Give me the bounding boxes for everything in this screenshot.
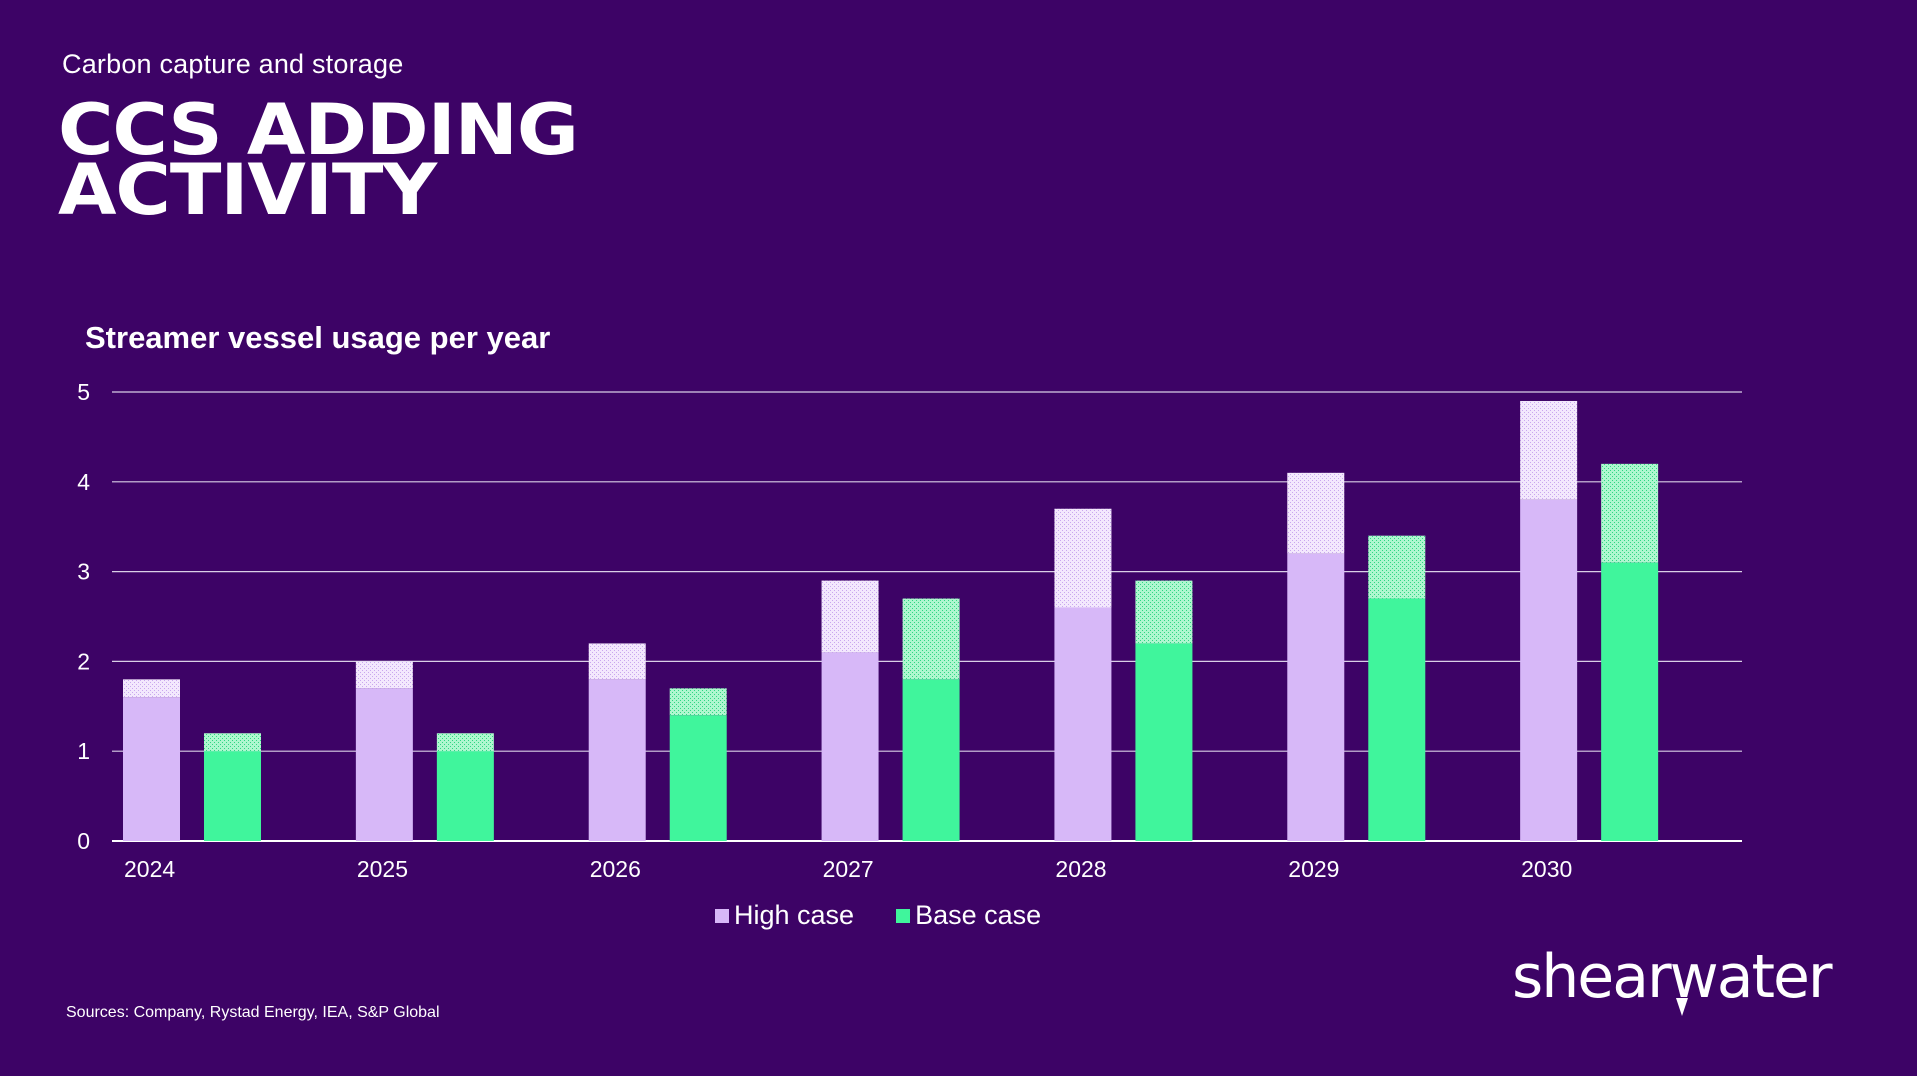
legend-swatch-base-case <box>896 908 911 923</box>
bar-uncertainty-base <box>1601 463 1659 563</box>
bar-uncertainty-base <box>204 733 261 752</box>
bar-base <box>436 751 494 841</box>
bar-uncertainty-high <box>1287 472 1345 554</box>
x-tick-label: 2029 <box>1288 856 1339 882</box>
y-tick-label: 2 <box>77 648 90 674</box>
bar-uncertainty-base <box>1368 535 1426 599</box>
bar-high <box>1520 499 1578 841</box>
bar-uncertainty-high <box>821 580 879 653</box>
bar-base <box>1368 598 1426 841</box>
bar-uncertainty-base <box>902 598 960 680</box>
bar-uncertainty-high <box>1054 508 1112 608</box>
y-tick-label: 4 <box>77 469 90 495</box>
legend-swatch-high-case <box>715 908 729 923</box>
y-tick-label: 3 <box>77 559 90 585</box>
bar-base <box>1135 643 1193 841</box>
x-tick-label: 2024 <box>124 856 175 882</box>
bar-uncertainty-base <box>669 688 727 716</box>
bar-uncertainty-base <box>1135 580 1193 644</box>
axis-labels: 0 1 2 3 4 5 2024 2025 2026 2027 2028 2029 2030 <box>77 379 1572 882</box>
source-note: Sources: Company, Rystad Energy, IEA, S&… <box>66 1004 440 1021</box>
slide-subtitle: Carbon capture and storage <box>62 49 404 79</box>
y-tick-label: 5 <box>77 379 90 405</box>
legend-label-base-case: Base case <box>915 900 1042 930</box>
legend-item-base-case: Base case <box>896 900 1041 931</box>
shearwater-logo: shearwater <box>1512 942 1833 1012</box>
bar-base <box>902 679 960 841</box>
bar-high <box>821 652 879 841</box>
bar-uncertainty-base <box>436 733 494 752</box>
bar-high <box>1287 553 1345 841</box>
x-tick-label: 2028 <box>1055 856 1106 882</box>
logo-droplet-icon <box>1676 998 1688 1016</box>
chart-title: Streamer vessel usage per year <box>85 320 551 355</box>
bar-high <box>1054 607 1112 841</box>
bar-uncertainty-high <box>588 643 646 680</box>
bar-uncertainty-high <box>355 661 413 689</box>
slide-title-line-1: CCS ADDING <box>58 89 579 171</box>
legend-label-high-case: High case <box>734 900 855 930</box>
x-tick-label: 2027 <box>823 856 874 882</box>
legend-item-high-case: High case <box>715 900 854 931</box>
bar-high <box>123 697 180 841</box>
bar-base <box>669 715 727 841</box>
x-tick-label: 2030 <box>1521 856 1572 882</box>
bar-high <box>355 688 413 841</box>
slide-title-line-2: ACTIVITY <box>58 149 437 231</box>
bar-uncertainty-high <box>1520 400 1578 500</box>
x-tick-label: 2025 <box>357 856 408 882</box>
bar-base <box>204 751 261 841</box>
bar-base <box>1601 562 1659 841</box>
bars <box>123 400 1659 841</box>
slide-title: CCS ADDING ACTIVITY <box>58 89 579 231</box>
x-tick-label: 2026 <box>590 856 641 882</box>
bar-uncertainty-high <box>123 679 180 698</box>
y-tick-label: 1 <box>77 738 90 764</box>
y-tick-label: 0 <box>77 828 90 854</box>
bar-high <box>588 679 646 841</box>
chart-legend: High case Base case <box>715 900 1083 931</box>
